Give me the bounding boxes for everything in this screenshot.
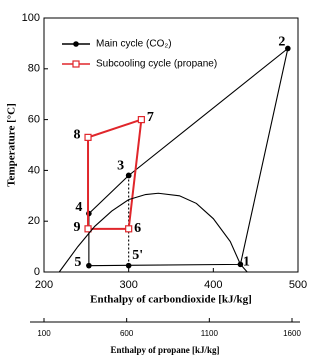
marker <box>84 225 92 233</box>
point-label: 1 <box>243 255 250 270</box>
marker <box>137 115 145 124</box>
y-tick-label: 100 <box>22 12 40 24</box>
legend-marker <box>73 41 79 47</box>
y-tick-label: 20 <box>28 215 40 227</box>
point-label: 2 <box>278 35 285 50</box>
y-tick-label: 0 <box>34 266 40 278</box>
x2-tick-label: 600 <box>120 329 134 338</box>
marker <box>125 172 132 179</box>
x2-tick-label: 1100 <box>201 329 219 338</box>
marker <box>86 262 92 269</box>
point-label: 7 <box>147 110 154 125</box>
x2-axis-title: Enthalpy of propane [kJ/kg] <box>110 345 219 355</box>
marker <box>125 225 133 233</box>
legend-label: Main cycle (CO₂) <box>96 39 172 50</box>
point-label: 5 <box>74 255 81 270</box>
series-line <box>58 192 248 273</box>
marker <box>125 262 132 269</box>
marker <box>285 45 291 52</box>
point-label: 9 <box>74 220 81 235</box>
x-tick-label: 400 <box>204 279 222 291</box>
x-axis-title: Enthalpy of carbondioxide [kJ/kg] <box>90 294 252 306</box>
y-tick-label: 60 <box>28 114 40 126</box>
plot-frame <box>43 17 299 273</box>
x2-tick-label: 100 <box>37 329 51 338</box>
series-line <box>87 118 143 230</box>
x-tick-label: 300 <box>119 279 137 291</box>
x-tick-label: 200 <box>35 279 53 291</box>
marker <box>84 133 92 141</box>
y-axis-title: Temperature [°C] <box>6 103 18 187</box>
point-label: 3 <box>117 159 124 174</box>
legend-marker <box>72 60 80 68</box>
point-label: 6 <box>134 221 141 236</box>
x2-tick-label: 1600 <box>283 329 301 338</box>
x-tick-label: 500 <box>289 279 307 291</box>
point-label: 4 <box>75 200 82 215</box>
series-line <box>88 47 289 267</box>
legend-label: Subcooling cycle (propane) <box>96 59 217 70</box>
point-label: 8 <box>74 128 81 143</box>
y-tick-label: 80 <box>28 63 40 75</box>
y-tick-label: 40 <box>28 164 40 176</box>
point-label: 5' <box>132 248 143 263</box>
